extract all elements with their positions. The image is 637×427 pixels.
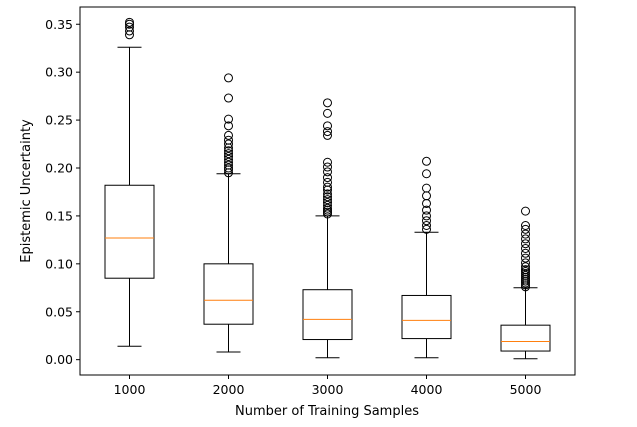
y-tick-label: 0.15 <box>45 208 73 223</box>
outlier-point <box>521 234 530 244</box>
outlier-point <box>323 177 332 187</box>
x-axis-label: Number of Training Samples <box>235 404 419 419</box>
box-group-1000 <box>104 17 155 347</box>
y-axis-label: Epistemic Uncertainty <box>19 119 34 263</box>
outlier-point <box>521 221 530 230</box>
outlier-point <box>422 211 431 221</box>
y-axis-ticks: 0.00 0.05 0.10 0.15 0.20 0.25 0.30 0.35 <box>45 17 80 367</box>
iqr-box <box>104 184 155 279</box>
x-tick-label: 1000 <box>114 382 146 397</box>
outlier-point <box>224 154 233 164</box>
x-axis-ticks: 1000 2000 3000 4000 5000 <box>114 375 542 397</box>
outlier-point <box>323 192 332 202</box>
outlier-point <box>422 216 431 226</box>
outlier-point <box>323 195 332 205</box>
y-tick-label: 0.10 <box>45 256 73 271</box>
iqr-box <box>500 324 551 352</box>
outlier-point <box>422 205 431 215</box>
outlier-point <box>521 248 530 258</box>
outlier-point <box>224 149 233 159</box>
outlier-point <box>224 93 233 103</box>
outlier-point <box>224 121 233 131</box>
box-group-3000 <box>302 98 353 359</box>
outlier-point <box>422 191 431 201</box>
plot-layer <box>104 17 551 360</box>
outlier-point <box>323 200 332 210</box>
outlier-point <box>323 157 332 167</box>
x-tick-label: 3000 <box>312 382 344 397</box>
iqr-box <box>203 263 254 325</box>
outlier-point <box>224 160 233 170</box>
outlier-point <box>521 244 530 253</box>
y-tick-label: 0.05 <box>45 304 73 319</box>
outlier-point <box>521 239 530 249</box>
outlier-point <box>323 130 332 140</box>
outlier-point <box>323 162 332 172</box>
outlier-point <box>224 130 233 140</box>
outlier-point <box>323 198 332 207</box>
box-group-2000 <box>203 73 254 353</box>
y-tick-label: 0.00 <box>45 352 73 367</box>
outlier-point <box>224 146 233 156</box>
outlier-point <box>422 156 431 166</box>
box-group-5000 <box>500 206 551 360</box>
outlier-point <box>422 169 431 179</box>
y-tick-label: 0.30 <box>45 65 73 80</box>
iqr-box <box>401 294 452 340</box>
outlier-point <box>323 127 332 137</box>
outlier-point <box>323 108 332 118</box>
outlier-point <box>224 152 233 161</box>
outlier-point <box>323 173 332 183</box>
outlier-point <box>125 17 134 27</box>
y-tick-label: 0.25 <box>45 113 73 128</box>
outlier-point <box>521 224 530 234</box>
outlier-point <box>521 229 530 239</box>
outlier-point <box>422 221 431 230</box>
x-tick-label: 4000 <box>411 382 443 397</box>
outlier-point <box>422 224 431 234</box>
outlier-point <box>224 114 233 124</box>
outlier-point <box>422 183 431 193</box>
outlier-point <box>323 121 332 131</box>
outlier-point <box>125 26 134 36</box>
outlier-point <box>323 167 332 177</box>
outlier-point <box>323 189 332 199</box>
outlier-point <box>125 22 134 32</box>
y-tick-label: 0.35 <box>45 17 73 32</box>
iqr-box <box>302 289 353 341</box>
outlier-point <box>323 98 332 108</box>
outlier-point <box>323 203 332 213</box>
y-tick-label: 0.20 <box>45 161 73 176</box>
outlier-point <box>521 253 530 263</box>
outlier-point <box>224 157 233 167</box>
outlier-point <box>224 73 233 83</box>
outlier-point <box>521 262 530 272</box>
box-group-4000 <box>401 156 452 359</box>
x-tick-label: 2000 <box>213 382 245 397</box>
outlier-point <box>323 182 332 192</box>
outlier-point <box>224 163 233 173</box>
outlier-point <box>521 206 530 216</box>
outlier-point <box>521 265 530 275</box>
outlier-point <box>521 258 530 268</box>
outlier-point <box>224 135 233 145</box>
x-tick-label: 5000 <box>510 382 542 397</box>
outlier-point <box>224 139 233 149</box>
